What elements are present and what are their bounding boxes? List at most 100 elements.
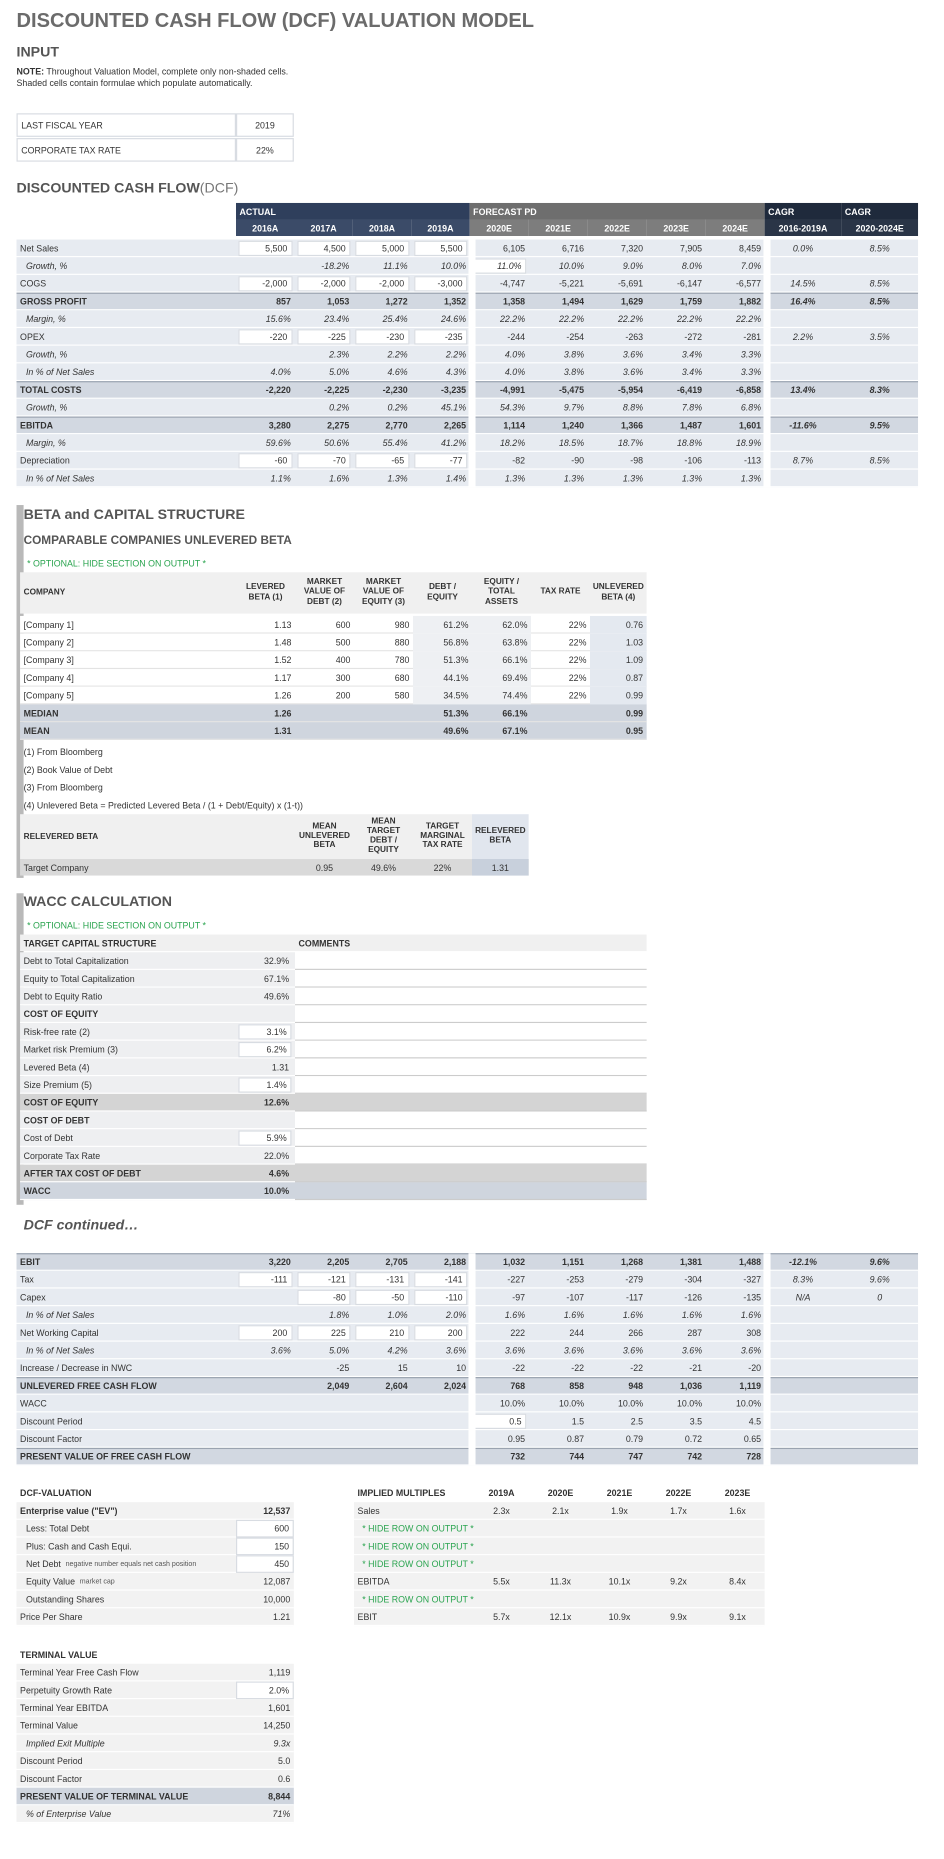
column-header: EQUITY / TOTAL ASSETS	[471, 572, 531, 614]
cell: -21	[689, 1362, 703, 1374]
cell: 200	[238, 1325, 293, 1341]
row-label: Corporate Tax Rate	[23, 1150, 101, 1162]
cell: 22.2%	[676, 313, 703, 325]
wacc-heading: WACC CALCULATION	[23, 893, 173, 910]
row-background	[16, 345, 919, 364]
cell: 10.0%	[558, 260, 585, 272]
row-background	[16, 1519, 294, 1538]
cell: 22%	[568, 672, 587, 684]
cell: -82	[512, 455, 526, 467]
row-label: Size Premium (5)	[23, 1079, 92, 1091]
row-background	[16, 398, 919, 417]
cell: 1.13	[274, 619, 292, 631]
cell: 8.7%	[792, 455, 814, 467]
row-background	[16, 1359, 919, 1378]
cell: 2.5	[630, 1415, 644, 1427]
cell: 0.0%	[792, 243, 814, 254]
cell: 0.2%	[387, 402, 408, 413]
row-background	[16, 1537, 294, 1556]
cell: -70	[296, 453, 351, 469]
row-background	[16, 469, 919, 488]
row-background	[16, 1430, 919, 1448]
cell: 2,604	[385, 1380, 408, 1392]
cell: 0.95	[507, 1433, 526, 1445]
row-label: MEDIAN	[23, 707, 59, 719]
multiples-heading: IMPLIED MULTIPLES	[357, 1487, 446, 1499]
comment-cell	[295, 1093, 647, 1112]
year-header: 2021E	[606, 1487, 633, 1499]
cell: 308	[746, 1327, 762, 1339]
row-label: Margin, %	[25, 313, 66, 325]
column-header: TARGET CAPITAL STRUCTURE	[20, 934, 296, 952]
row-background	[20, 1182, 296, 1201]
cell: 22.2%	[558, 313, 585, 325]
cell: 2.3x	[493, 1505, 510, 1517]
cell: 16.4%	[790, 296, 816, 307]
cell: 4.6%	[268, 1168, 290, 1179]
cell: 12.1x	[549, 1611, 572, 1623]
cell: 2,049	[327, 1380, 350, 1392]
cell: 9.2x	[670, 1576, 687, 1588]
cell: 400	[335, 654, 351, 666]
shade	[590, 669, 647, 687]
cell: -2,000	[238, 276, 293, 292]
row-background	[353, 1555, 765, 1573]
cell: 1.48	[274, 637, 292, 648]
cell: 71%	[272, 1808, 291, 1820]
row-label: Terminal Value	[20, 1720, 78, 1732]
cell: 1.52	[274, 654, 292, 666]
cell: 3.6%	[445, 1345, 467, 1356]
cell: 5.9%	[238, 1130, 292, 1146]
cell: 1.6%	[504, 1309, 526, 1321]
footnote: (4) Unlevered Beta = Predicted Levered B…	[23, 799, 304, 811]
cell: -77	[413, 453, 468, 469]
row-label: MEAN	[23, 725, 50, 737]
cell: 1.6%	[681, 1309, 703, 1321]
cell: 1,032	[502, 1256, 526, 1268]
row-background	[20, 969, 296, 988]
comment-cell	[295, 1076, 647, 1094]
divider	[468, 239, 476, 488]
cell: 69.4%	[502, 672, 528, 684]
cell: 11.0%	[471, 258, 527, 274]
row-label: COST OF EQUITY	[23, 1008, 99, 1020]
row-background	[16, 292, 919, 311]
row-label: Margin, %	[25, 437, 66, 449]
cell: 3.6%	[622, 1345, 644, 1356]
cell: 5,500	[238, 240, 293, 257]
cell: 1.03	[625, 637, 644, 648]
cell: 12,537	[263, 1505, 291, 1517]
cell: -6,858	[735, 384, 762, 396]
cell: 8.5%	[869, 296, 890, 307]
beta-heading: BETA and CAPITAL STRUCTURE	[23, 506, 245, 523]
cell: 150	[235, 1537, 294, 1556]
row-background	[16, 1502, 294, 1520]
row-label: Sales	[357, 1505, 380, 1517]
cell: 62.0%	[502, 619, 528, 631]
cell: 56.8%	[443, 637, 469, 648]
cell: 2.2%	[387, 349, 408, 360]
cell: 1.8%	[329, 1309, 350, 1321]
cell: 4.0%	[270, 366, 291, 378]
row-background	[353, 1502, 765, 1520]
cell: 6,716	[561, 243, 585, 254]
cell: 2,705	[385, 1256, 408, 1268]
cell: -60	[238, 453, 293, 469]
divider	[763, 239, 771, 488]
cell: 15	[397, 1362, 408, 1374]
row-background	[16, 1288, 919, 1307]
row-background	[16, 1681, 294, 1700]
cell: -235	[413, 329, 468, 345]
cell: 1.6%	[329, 473, 350, 484]
cell: 1,487	[679, 420, 703, 431]
row-label: Capex	[20, 1292, 46, 1303]
terminal-heading: TERMINAL VALUE	[20, 1649, 98, 1660]
cell: 287	[687, 1327, 703, 1339]
cell: 41.2%	[440, 437, 467, 449]
year-header: 2020E	[469, 219, 529, 236]
row-background	[16, 381, 919, 399]
cell: 3.6%	[563, 1345, 585, 1356]
cell: -244	[507, 331, 526, 343]
cell: 10.0%	[735, 1398, 762, 1409]
row-background	[20, 1111, 296, 1130]
